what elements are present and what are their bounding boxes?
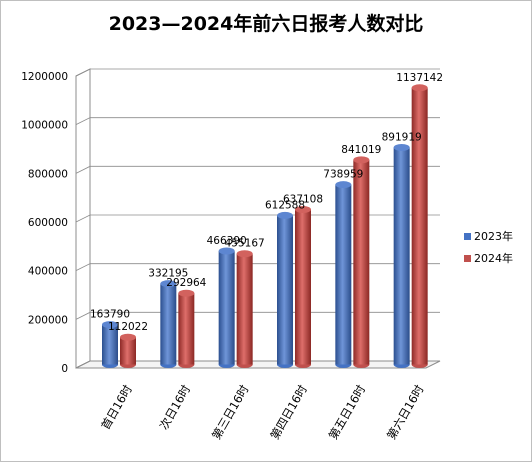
bar-body: [120, 337, 136, 365]
bar-2024: [120, 333, 136, 368]
data-label: 466390: [207, 235, 247, 247]
gridline: [75, 311, 440, 320]
bar-body: [277, 215, 293, 365]
y-tick-label: 1200000: [21, 71, 68, 83]
bar-body: [178, 293, 195, 365]
data-label: 1137142: [396, 72, 443, 84]
bar-top: [411, 84, 428, 92]
bar-2023: [102, 321, 118, 368]
grid-layer: [75, 68, 440, 369]
gridline: [75, 165, 440, 174]
data-label: 841019: [341, 144, 381, 156]
bar-top: [236, 250, 253, 258]
bar-2023: [335, 181, 352, 368]
bar-top: [218, 247, 235, 255]
axis-layer: 0 200000 400000 600000 800000 1000000 1200000: [21, 71, 77, 375]
legend: 2023年 2024年: [464, 229, 513, 265]
y-tick-label: 400000: [28, 266, 68, 278]
legend-label: 2024年: [474, 251, 513, 265]
data-label: 112022: [108, 321, 148, 333]
bar-top: [178, 289, 195, 297]
bar-2024: [411, 84, 428, 368]
data-label: 891919: [382, 131, 422, 143]
bar-2024: [236, 250, 253, 368]
bar-top: [295, 205, 311, 213]
bar-body: [393, 147, 410, 365]
bar-body: [160, 283, 177, 365]
data-label: 332195: [148, 268, 188, 280]
bar-2023: [218, 247, 235, 368]
gridline: [75, 360, 440, 369]
bar-body: [295, 209, 311, 365]
bar-top: [353, 156, 370, 164]
gridline: [75, 68, 440, 77]
bar-top: [335, 181, 352, 189]
legend-label: 2023年: [474, 229, 513, 243]
bar-top: [160, 280, 177, 288]
gridline: [75, 117, 440, 126]
data-label: 292964: [166, 277, 206, 289]
y-tick-label: 200000: [28, 314, 68, 326]
bar-body: [102, 324, 118, 365]
data-label: 163790: [90, 309, 130, 321]
chart-title: 2023—2024年前六日报考人数对比: [109, 12, 424, 35]
y-tick-label: 1000000: [21, 120, 68, 132]
legend-swatch: [464, 255, 471, 262]
bar-2024: [353, 156, 370, 368]
bar-top: [393, 143, 410, 151]
data-label: 455167: [225, 238, 265, 250]
data-label: 738959: [323, 169, 363, 181]
bar-2024: [178, 289, 195, 368]
y-tick-label: 0: [61, 363, 68, 375]
bar-body: [335, 184, 352, 365]
bar-layer: [102, 84, 428, 368]
data-label: 637108: [283, 193, 323, 205]
bar-2024: [295, 205, 311, 368]
bar-body: [218, 251, 235, 365]
bar-top: [102, 321, 118, 329]
bar-body: [353, 159, 370, 365]
gridline: [75, 263, 440, 272]
bar-body: [411, 87, 428, 365]
y-tick-label: 800000: [28, 168, 68, 180]
y-tick-label: 600000: [28, 217, 68, 229]
bar-2023: [160, 280, 177, 368]
bar-body: [236, 253, 253, 365]
gridline: [75, 214, 440, 223]
bar-top: [120, 333, 136, 341]
bar-top: [277, 211, 293, 219]
bar-2023: [277, 211, 293, 368]
bar-2023: [393, 143, 410, 368]
legend-swatch: [464, 233, 471, 240]
data-label: 612588: [265, 199, 305, 211]
